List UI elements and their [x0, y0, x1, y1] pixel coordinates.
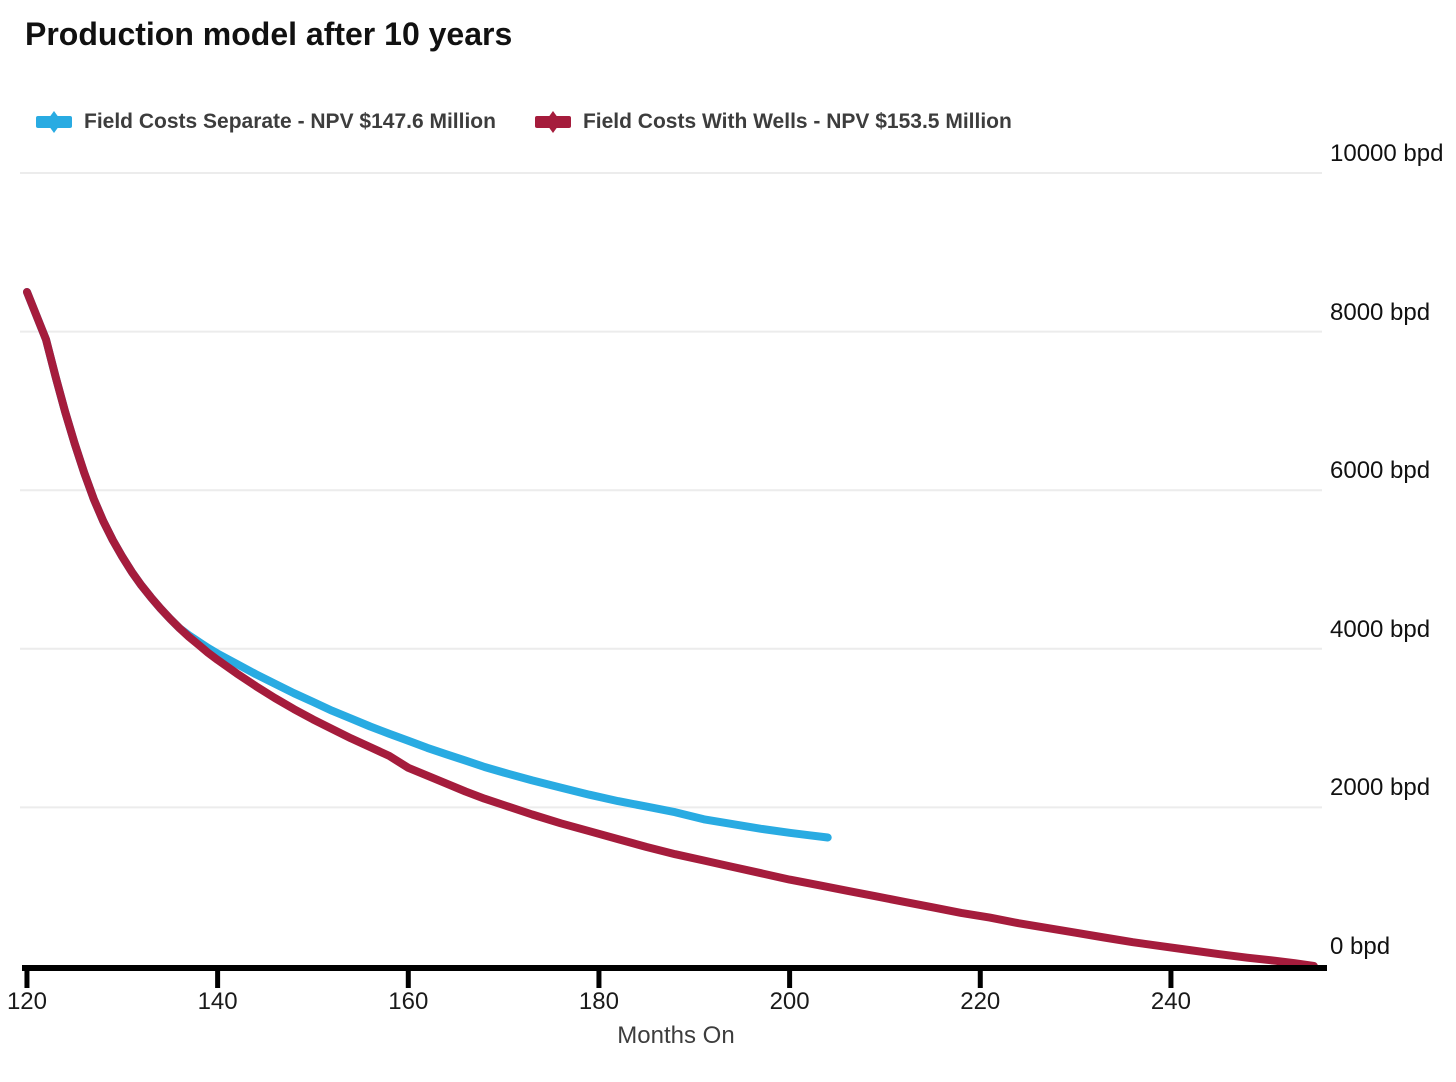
series-line-field-costs-with-wells-npv-153-5-million [23, 288, 1318, 970]
legend-item-label: Field Costs Separate - NPV $147.6 Millio… [84, 110, 496, 133]
y-tick-label: 2000 bpd [1330, 774, 1431, 802]
legend-item-label: Field Costs With Wells - NPV $153.5 Mill… [582, 110, 1012, 133]
line-marker-icon [36, 111, 72, 133]
chart-title: Production model after 10 years [25, 16, 513, 52]
x-axis-title: Months On [617, 1022, 735, 1049]
series-line-field-costs-separate-npv-147-6-million [23, 288, 832, 842]
x-tick-label: 180 [578, 988, 619, 1015]
line-marker-icon [534, 111, 571, 133]
y-tick-label: 10000 bpd [1330, 140, 1444, 167]
y-tick-label: 8000 bpd [1330, 298, 1431, 326]
x-tick-label: 140 [197, 988, 238, 1015]
y-tick-label: 6000 bpd [1330, 457, 1431, 485]
x-tick-label: 160 [388, 988, 429, 1015]
y-tick-label: 4000 bpd [1330, 615, 1431, 643]
x-tick-label: 220 [960, 988, 1001, 1015]
y-tick-label: 0 bpd [1330, 933, 1391, 960]
x-tick-label: 240 [1150, 988, 1191, 1015]
x-tick-label: 200 [769, 988, 810, 1015]
x-tick-label: 120 [6, 988, 47, 1015]
legend-item-field-costs-separate: Field Costs Separate - NPV $147.6 Millio… [35, 110, 496, 134]
legend-item-field-costs-with-wells: Field Costs With Wells - NPV $153.5 Mill… [534, 110, 1012, 134]
legend: Field Costs Separate - NPV $147.6 Millio… [35, 110, 1012, 134]
